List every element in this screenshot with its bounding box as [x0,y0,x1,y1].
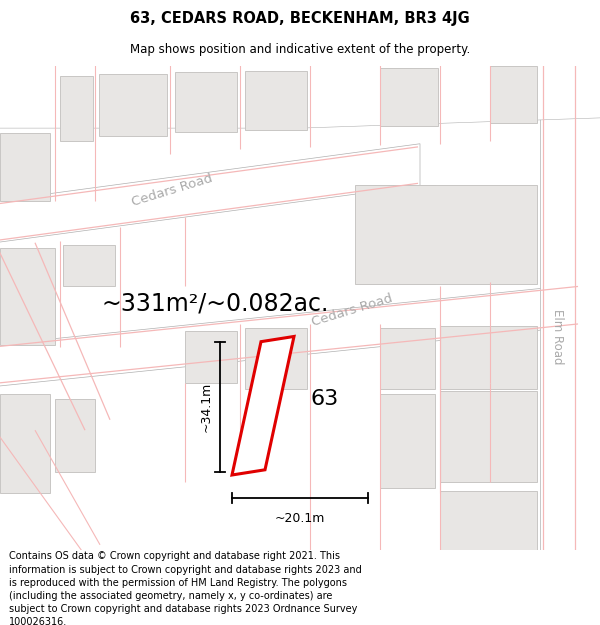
Polygon shape [245,71,307,130]
Polygon shape [360,186,435,284]
Text: ~34.1m: ~34.1m [200,382,213,432]
Polygon shape [0,394,50,492]
Polygon shape [440,326,537,389]
Text: 63, CEDARS ROAD, BECKENHAM, BR3 4JG: 63, CEDARS ROAD, BECKENHAM, BR3 4JG [130,11,470,26]
Text: Elm Road: Elm Road [551,309,565,364]
Polygon shape [380,328,435,389]
Polygon shape [60,76,93,141]
Polygon shape [0,133,50,201]
Polygon shape [380,68,438,126]
Polygon shape [540,61,600,555]
Polygon shape [360,201,430,279]
Polygon shape [440,391,537,482]
Polygon shape [99,74,167,136]
Text: ~331m²/~0.082ac.: ~331m²/~0.082ac. [101,291,329,315]
Polygon shape [175,72,237,132]
Polygon shape [0,284,580,386]
Text: Contains OS data © Crown copyright and database right 2021. This
information is : Contains OS data © Crown copyright and d… [9,551,362,625]
Polygon shape [232,336,294,475]
Polygon shape [380,394,435,488]
Polygon shape [0,144,420,242]
Text: Map shows position and indicative extent of the property.: Map shows position and indicative extent… [130,44,470,56]
Text: 63: 63 [310,389,338,409]
Polygon shape [440,491,537,550]
Polygon shape [185,331,237,383]
Polygon shape [355,186,537,284]
Text: Cedars Road: Cedars Road [310,292,394,329]
Polygon shape [63,245,115,286]
Polygon shape [490,66,537,123]
Polygon shape [0,61,600,128]
Text: Cedars Road: Cedars Road [130,172,214,209]
Text: ~20.1m: ~20.1m [275,512,325,526]
Polygon shape [55,399,95,472]
Polygon shape [0,248,55,345]
Polygon shape [245,328,307,389]
